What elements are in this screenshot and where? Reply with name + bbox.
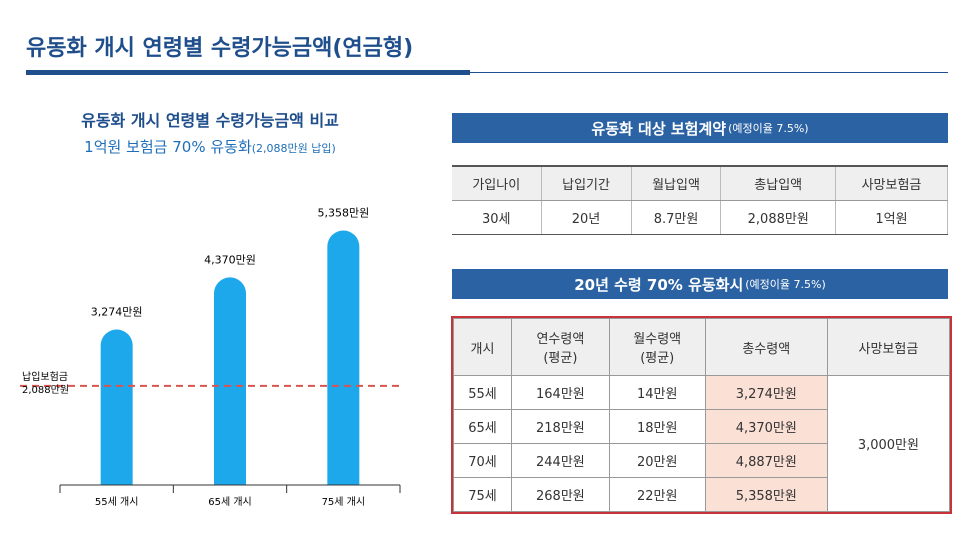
header-row: 개시 연수령액 (평균) 월수령액 (평균) 총수령액 사망보험금 [453, 318, 951, 376]
table-cell: 75세 [453, 477, 512, 512]
header-line: 총수령액 [742, 341, 791, 357]
header-cell: 연수령액 (평균) [511, 318, 610, 376]
table-cell: 14만원 [608, 375, 706, 410]
bar [327, 230, 360, 485]
merged-cell: 3,000만원 [826, 375, 951, 512]
reference-label: 납입보험금 [22, 370, 68, 383]
value-label: 4,370만원 [204, 253, 256, 266]
value-label: 3,274만원 [91, 305, 143, 318]
table-cell: 268만원 [511, 477, 610, 512]
bar [214, 277, 246, 485]
header-cell: 월납입액 [631, 165, 722, 201]
subtitle-main: 1억원 보험금 70% 유동화 [84, 138, 252, 156]
x-tick-label: 75세 개시 [322, 496, 366, 508]
table-row: 30세 20년 8.7만원 2,088만원 1억원 [452, 200, 949, 235]
subtitle-note: (2,088만원 납입) [252, 142, 336, 155]
header-cell: 월수령액 (평균) [608, 318, 706, 376]
header-line: 월수령액 [633, 332, 682, 347]
page-title: 유동화 개시 연령별 수령가능금액(연금형) [26, 36, 414, 61]
table-cell: 18만원 [608, 409, 706, 444]
header-cell: 가입나이 [452, 165, 542, 201]
header-cell: 납입기간 [541, 165, 632, 201]
x-tick-label: 65세 개시 [208, 496, 252, 508]
table-cell: 218만원 [511, 409, 610, 444]
header-cell: 사망보험금 [826, 318, 951, 376]
table-cell: 20년 [541, 200, 632, 235]
table-cell: 1억원 [835, 200, 949, 235]
table-title-note: (예정이율 7.5%) [728, 122, 809, 135]
bar [100, 329, 133, 485]
table-cell: 20만원 [608, 443, 706, 478]
reference-label: 2,088만원 [22, 384, 69, 396]
table-row: 75세 268만원 22만원 5,358만원 [453, 477, 950, 512]
table-title-text: 유동화 대상 보험계약 [591, 119, 727, 138]
table-cell: 2,088만원 [720, 200, 836, 235]
table-cell: 244만원 [511, 443, 610, 478]
header-line: (평균) [543, 351, 578, 366]
header-row: 가입나이 납입기간 월납입액 총납입액 사망보험금 [452, 165, 949, 201]
table-title-text: 20년 수령 70% 유동화시 [574, 275, 744, 294]
table-cell: 3,274만원 [704, 375, 828, 410]
table-cell: 5,358만원 [704, 477, 828, 512]
x-tick-label: 55세 개시 [95, 496, 139, 508]
header-line: 사망보험금 [858, 341, 919, 357]
table-row: 55세 164만원 14만원 3,274만원 3,000만원 [453, 375, 951, 512]
table-cell: 22만원 [608, 477, 706, 512]
table-title: 20년 수령 70% 유동화시 (예정이율 7.5%) [452, 269, 948, 299]
table-cell: 4,887만원 [704, 443, 828, 478]
table-cell: 8.7만원 [631, 200, 722, 235]
table-cell: 4,370만원 [704, 409, 828, 444]
value-label: 5,358만원 [317, 206, 369, 219]
header-cell: 총납입액 [720, 165, 836, 201]
table-cell: 65세 [453, 409, 512, 444]
table-row: 70세 244만원 20만원 4,887만원 [453, 443, 950, 478]
chart-title: 유동화 개시 연령별 수령가능금액 비교 [81, 111, 339, 130]
title-rule [26, 70, 470, 75]
table-title-note: (예정이율 7.5%) [745, 278, 826, 291]
chart-subtitle: 1억원 보험금 70% 유동화(2,088만원 납입) [84, 138, 336, 156]
table-title: 유동화 대상 보험계약 (예정이율 7.5%) [452, 113, 948, 143]
header-line: (평균) [640, 351, 675, 366]
table-cell: 30세 [452, 200, 542, 235]
header-cell: 사망보험금 [835, 165, 949, 201]
header-cell: 총수령액 [704, 318, 828, 376]
header-cell: 개시 [453, 318, 512, 376]
table-cell: 164만원 [511, 375, 610, 410]
table-cell: 70세 [453, 443, 512, 478]
title-rule [470, 72, 948, 73]
header-line: 연수령액 [536, 332, 585, 347]
contract-table: 가입나이 납입기간 월납입액 총납입액 사망보험금 30세 20년 8.7만원 2,088만원 1… [452, 165, 949, 235]
header-line: 개시 [470, 341, 495, 357]
payout-table: 개시 연수령액 (평균) 월수령액 (평균) 총수령액 사망보험금 55세 164만원 14만원 3… [451, 316, 952, 514]
table-cell: 55세 [453, 375, 512, 410]
chart: 유동화 개시 연령별 수령가능금액 비교 1억원 보험금 70% 유동화(2,08… [20, 111, 401, 508]
